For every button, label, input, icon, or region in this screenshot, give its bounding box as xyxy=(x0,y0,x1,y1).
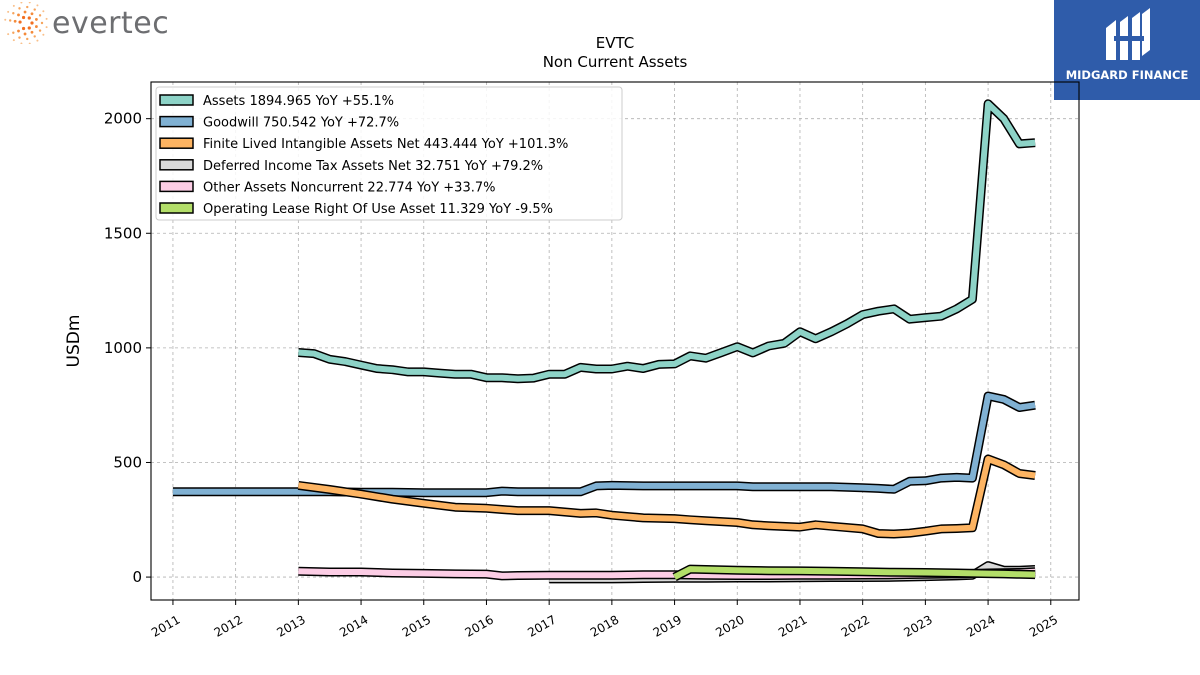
x-tick-label: 2019 xyxy=(651,612,684,639)
y-tick-label: 2000 xyxy=(104,110,142,128)
x-tick-label: 2017 xyxy=(525,612,558,639)
legend-swatch-3 xyxy=(159,159,194,171)
x-tick-label: 2021 xyxy=(776,612,809,639)
x-tick-label: 2025 xyxy=(1027,612,1060,639)
midgard-logo-text: MIDGARD FINANCE xyxy=(1065,68,1189,82)
legend-swatch-0 xyxy=(159,94,194,106)
legend-label-0: Assets 1894.965 YoY +55.1% xyxy=(203,94,394,109)
plot-frame xyxy=(150,81,1080,601)
legend-swatch-1 xyxy=(159,115,194,128)
y-tick-label: 1000 xyxy=(104,339,142,357)
series-line-0 xyxy=(298,100,1036,382)
legend-box xyxy=(155,86,623,221)
x-tick-label: 2018 xyxy=(588,612,621,639)
legend: Assets 1894.965 YoY +55.1% Goodwill 750.5… xyxy=(155,86,623,221)
midgard-finance-logo: MIDGARD FINANCE xyxy=(1054,0,1200,100)
x-tick-label: 2011 xyxy=(149,612,182,639)
y-tick-label: 500 xyxy=(113,453,142,471)
chart-title: EVTC xyxy=(596,34,635,52)
x-tick-label: 2023 xyxy=(901,612,934,639)
legend-swatch-4 xyxy=(159,180,194,193)
legend-label-1: Goodwill 750.542 YoY +72.7% xyxy=(203,116,399,131)
series-outline-1 xyxy=(172,391,1036,498)
y-tick-label: 0 xyxy=(132,568,142,586)
x-tick-label: 2015 xyxy=(400,612,433,639)
x-tick-label: 2013 xyxy=(274,612,307,639)
series-line-5 xyxy=(673,566,1036,580)
x-tick-label: 2016 xyxy=(463,612,496,639)
x-tick-label: 2024 xyxy=(964,612,997,639)
y-axis-label: USDm xyxy=(64,315,84,368)
evertec-logo-text: evertec xyxy=(52,6,170,41)
series-group xyxy=(172,99,1036,584)
midgard-logo-mark-icon xyxy=(1106,8,1150,60)
x-tick-label: 2022 xyxy=(839,612,872,639)
legend-swatch-2 xyxy=(159,137,194,149)
y-tick-label: 1500 xyxy=(104,224,142,242)
x-tick-label: 2020 xyxy=(713,612,746,639)
series-line-1 xyxy=(172,393,1036,496)
legend-swatch-5 xyxy=(159,202,194,214)
legend-label-4: Other Assets Noncurrent 22.774 YoY +33.7… xyxy=(203,180,495,195)
chart-subtitle: Non Current Assets xyxy=(543,53,688,71)
x-tick-label: 2014 xyxy=(337,612,370,639)
evertec-logo: evertec xyxy=(4,1,204,45)
legend-label-5: Operating Lease Right Of Use Asset 11.32… xyxy=(203,202,553,217)
evertec-logo-mark-icon xyxy=(4,1,48,45)
legend-label-2: Finite Lived Intangible Assets Net 443.4… xyxy=(203,137,568,152)
x-tick-label: 2012 xyxy=(212,612,245,639)
legend-label-3: Deferred Income Tax Assets Net 32.751 Yo… xyxy=(203,159,543,174)
series-line-2 xyxy=(298,456,1036,537)
